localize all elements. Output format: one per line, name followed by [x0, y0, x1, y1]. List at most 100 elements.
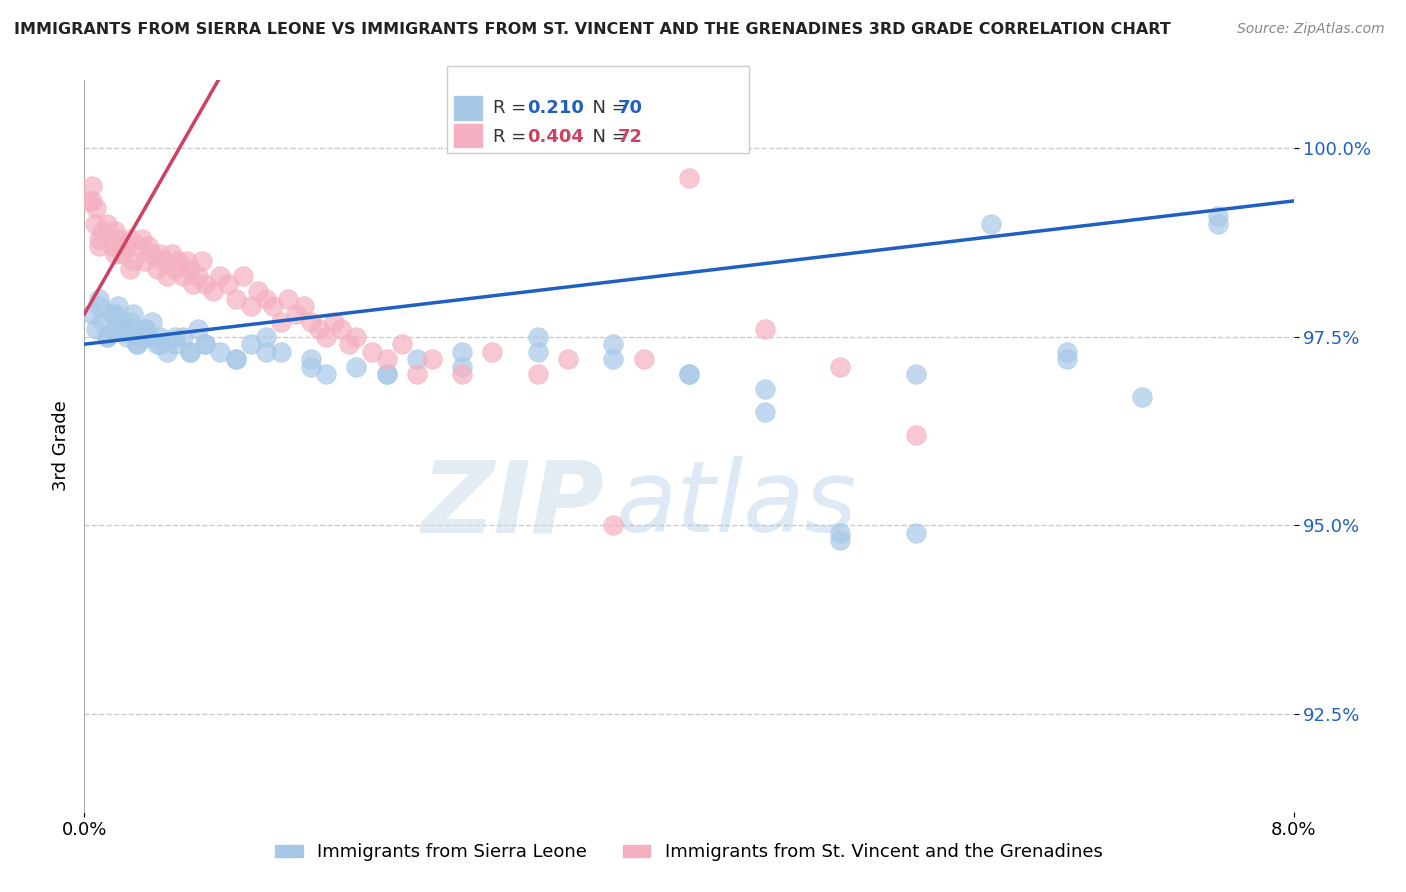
Point	[232, 269, 254, 284]
Point	[152, 254, 174, 268]
Point	[315, 329, 337, 343]
Point	[557, 352, 579, 367]
Point	[262, 300, 284, 314]
Point	[167, 254, 190, 268]
Point	[391, 337, 413, 351]
Point	[375, 352, 398, 367]
FancyBboxPatch shape	[453, 123, 484, 148]
Point	[406, 368, 429, 382]
Point	[451, 368, 474, 382]
Point	[980, 217, 1002, 231]
Point	[149, 246, 172, 260]
Point	[118, 232, 141, 246]
Point	[247, 285, 270, 299]
Point	[299, 352, 322, 367]
Point	[315, 368, 337, 382]
Point	[187, 269, 209, 284]
Point	[118, 315, 141, 329]
Point	[375, 368, 398, 382]
Point	[121, 307, 143, 321]
Text: R =: R =	[494, 99, 531, 117]
Point	[633, 352, 655, 367]
Point	[527, 368, 550, 382]
Point	[187, 322, 209, 336]
Point	[176, 254, 198, 268]
Point	[96, 329, 118, 343]
Point	[131, 232, 153, 246]
Point	[89, 300, 111, 314]
Point	[375, 368, 398, 382]
Point	[217, 277, 239, 291]
Point	[91, 315, 114, 329]
Text: ZIP: ZIP	[422, 456, 605, 553]
Text: IMMIGRANTS FROM SIERRA LEONE VS IMMIGRANTS FROM ST. VINCENT AND THE GRENADINES 3: IMMIGRANTS FROM SIERRA LEONE VS IMMIGRAN…	[14, 22, 1171, 37]
Text: 70: 70	[617, 99, 643, 117]
Point	[292, 300, 315, 314]
Point	[146, 337, 169, 351]
Point	[89, 239, 111, 253]
Text: 72: 72	[617, 128, 643, 145]
Point	[225, 352, 247, 367]
Point	[451, 359, 474, 374]
Point	[179, 344, 201, 359]
Point	[89, 292, 111, 306]
Point	[160, 246, 183, 260]
Point	[96, 217, 118, 231]
Point	[678, 368, 700, 382]
Point	[141, 315, 163, 329]
Point	[678, 171, 700, 186]
Point	[299, 315, 322, 329]
Point	[406, 352, 429, 367]
Point	[225, 352, 247, 367]
Point	[107, 232, 129, 246]
Point	[121, 254, 143, 268]
Point	[322, 315, 344, 329]
Point	[149, 329, 172, 343]
Point	[111, 246, 134, 260]
Point	[89, 232, 111, 246]
Point	[481, 344, 503, 359]
Point	[209, 344, 232, 359]
Point	[346, 359, 368, 374]
Point	[602, 352, 624, 367]
Text: 0.404: 0.404	[527, 128, 583, 145]
Point	[527, 344, 550, 359]
Point	[107, 300, 129, 314]
Point	[115, 239, 138, 253]
Point	[96, 329, 118, 343]
Text: 0.210: 0.210	[527, 99, 583, 117]
Text: atlas: atlas	[616, 456, 858, 553]
Point	[172, 269, 194, 284]
Point	[239, 337, 262, 351]
Point	[270, 344, 292, 359]
Text: R =: R =	[494, 128, 531, 145]
Point	[254, 292, 277, 306]
Point	[80, 194, 103, 208]
Point	[209, 269, 232, 284]
Point	[1206, 209, 1229, 223]
Point	[100, 239, 122, 253]
Point	[277, 292, 299, 306]
Point	[104, 322, 127, 336]
Point	[111, 315, 134, 329]
Point	[1206, 217, 1229, 231]
Point	[134, 322, 156, 336]
Text: N =: N =	[581, 128, 633, 145]
Point	[141, 246, 163, 260]
Point	[179, 261, 201, 276]
Point	[225, 292, 247, 306]
Point	[904, 368, 927, 382]
Y-axis label: 3rd Grade: 3rd Grade	[52, 401, 70, 491]
Text: Source: ZipAtlas.com: Source: ZipAtlas.com	[1237, 22, 1385, 37]
Point	[602, 337, 624, 351]
Point	[754, 322, 776, 336]
Point	[451, 344, 474, 359]
Point	[284, 307, 308, 321]
Point	[100, 307, 122, 321]
Point	[179, 344, 201, 359]
Point	[118, 322, 141, 336]
Text: N =: N =	[581, 99, 633, 117]
FancyBboxPatch shape	[453, 95, 484, 120]
Point	[194, 277, 217, 291]
Point	[360, 344, 382, 359]
